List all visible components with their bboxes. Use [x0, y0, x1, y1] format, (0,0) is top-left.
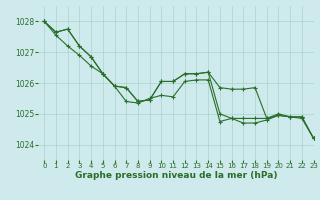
X-axis label: Graphe pression niveau de la mer (hPa): Graphe pression niveau de la mer (hPa) — [75, 171, 277, 180]
